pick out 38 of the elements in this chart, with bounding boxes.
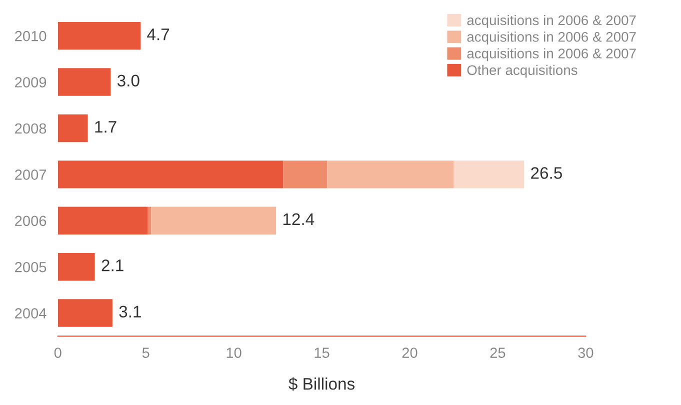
bar bbox=[283, 160, 328, 188]
x-tick-label: 5 bbox=[142, 348, 150, 358]
total-label: 4.7 bbox=[147, 28, 170, 40]
bar bbox=[58, 299, 112, 327]
y-tick-label: 2008 bbox=[15, 123, 46, 134]
x-tick-label: 10 bbox=[226, 348, 242, 358]
y-tick-label: 2010 bbox=[15, 30, 46, 42]
x-tick-label: 30 bbox=[578, 348, 594, 358]
total-label: 3.1 bbox=[119, 306, 141, 318]
bar bbox=[58, 206, 148, 234]
y-tick-label: 2009 bbox=[15, 77, 46, 88]
total-label: 12.4 bbox=[283, 213, 314, 225]
total-label: 26.5 bbox=[531, 167, 562, 179]
total-label: 2.1 bbox=[102, 260, 124, 272]
bar bbox=[58, 252, 95, 281]
y-tick-label: 2007 bbox=[15, 170, 46, 180]
bar bbox=[58, 68, 111, 96]
y-tick-label: 2004 bbox=[15, 308, 46, 318]
bar bbox=[151, 206, 276, 234]
total-label: 3.0 bbox=[117, 74, 140, 86]
legend-label: acquisitions in 2006 & 2007 bbox=[467, 14, 636, 28]
bar bbox=[454, 160, 524, 188]
y-tick-label: 2005 bbox=[15, 262, 46, 272]
legend-label: acquisitions in 2006 & 2007 bbox=[467, 48, 636, 62]
x-tick-label: 20 bbox=[402, 348, 418, 358]
bar bbox=[58, 160, 284, 188]
x-tick-label: 0 bbox=[54, 348, 62, 358]
x-axis-title: $ Billions bbox=[288, 377, 355, 391]
bar bbox=[58, 114, 88, 142]
x-tick-label: 25 bbox=[490, 348, 506, 358]
bar bbox=[327, 160, 454, 188]
legend-label: Other acquisitions bbox=[467, 64, 578, 78]
legend-label: acquisitions in 2006 & 2007 bbox=[467, 32, 636, 45]
total-label: 1.7 bbox=[95, 121, 116, 133]
y-tick-label: 2006 bbox=[15, 216, 46, 226]
x-tick-label: 15 bbox=[314, 348, 330, 358]
bar bbox=[58, 22, 141, 50]
bar bbox=[148, 206, 152, 234]
